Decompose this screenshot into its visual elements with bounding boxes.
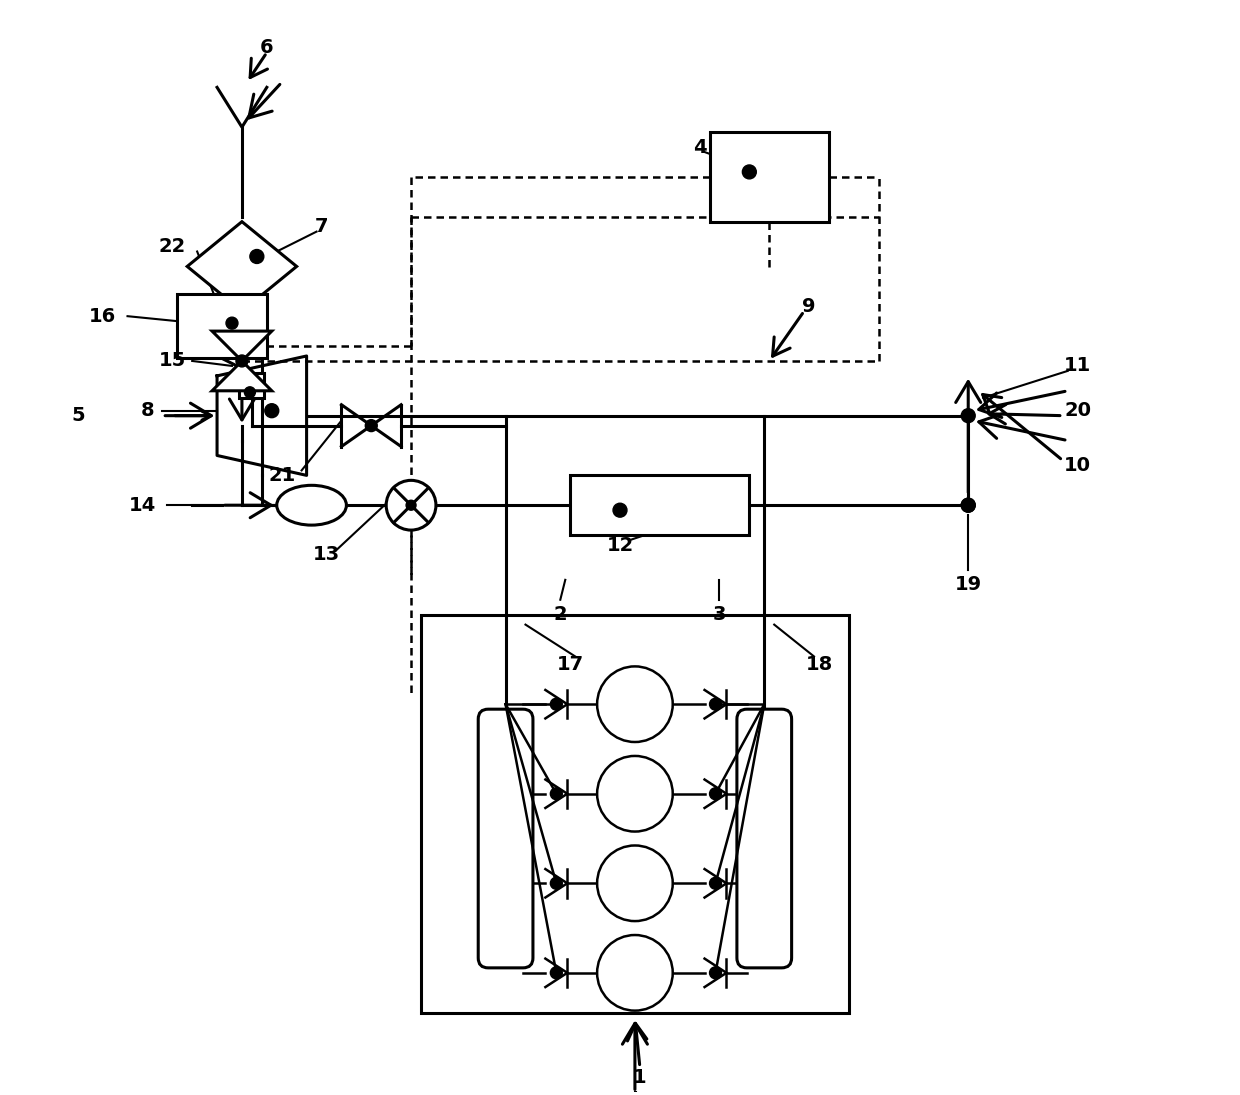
Circle shape	[405, 500, 417, 510]
Text: 14: 14	[129, 496, 156, 515]
Circle shape	[613, 504, 627, 517]
Text: 8: 8	[140, 401, 154, 420]
Circle shape	[961, 498, 975, 512]
Text: 17: 17	[557, 655, 584, 673]
Text: 15: 15	[159, 351, 186, 370]
Bar	[422, 614, 849, 1013]
Text: 4: 4	[693, 138, 707, 157]
Text: 6: 6	[260, 38, 274, 57]
Circle shape	[244, 387, 255, 397]
Bar	[570, 475, 749, 535]
Circle shape	[598, 935, 673, 1011]
Circle shape	[709, 699, 722, 711]
Circle shape	[598, 667, 673, 742]
Circle shape	[709, 877, 722, 889]
Text: 19: 19	[955, 575, 982, 595]
Circle shape	[551, 787, 562, 799]
Polygon shape	[212, 331, 272, 361]
Circle shape	[961, 498, 975, 512]
Bar	[177, 293, 267, 358]
Text: 13: 13	[312, 545, 340, 564]
Circle shape	[366, 419, 377, 431]
Text: 9: 9	[802, 297, 816, 315]
Text: 22: 22	[159, 237, 186, 256]
Text: 1: 1	[634, 1068, 647, 1087]
Bar	[709, 132, 828, 221]
Circle shape	[709, 967, 722, 979]
Circle shape	[598, 845, 673, 921]
Circle shape	[386, 481, 436, 530]
Bar	[239, 373, 264, 399]
Polygon shape	[187, 221, 296, 311]
FancyBboxPatch shape	[737, 710, 791, 968]
Circle shape	[250, 250, 264, 264]
Text: 3: 3	[713, 606, 727, 624]
Text: 18: 18	[805, 655, 832, 673]
Circle shape	[743, 165, 756, 178]
Circle shape	[709, 787, 722, 799]
Circle shape	[226, 318, 238, 330]
Text: 11: 11	[1064, 357, 1091, 376]
Text: 12: 12	[606, 535, 634, 554]
Text: 20: 20	[1064, 401, 1091, 420]
Text: 10: 10	[1064, 456, 1091, 475]
Circle shape	[236, 355, 248, 367]
Circle shape	[551, 699, 562, 711]
Polygon shape	[212, 361, 272, 391]
Text: 21: 21	[268, 465, 295, 485]
Text: 5: 5	[71, 406, 84, 425]
Circle shape	[598, 756, 673, 831]
Ellipse shape	[277, 485, 346, 526]
Circle shape	[551, 877, 562, 889]
Circle shape	[551, 967, 562, 979]
Text: 2: 2	[553, 606, 567, 624]
Circle shape	[265, 404, 279, 417]
Circle shape	[961, 408, 975, 423]
Text: 16: 16	[89, 307, 117, 325]
Text: 7: 7	[315, 217, 329, 237]
FancyBboxPatch shape	[479, 710, 533, 968]
